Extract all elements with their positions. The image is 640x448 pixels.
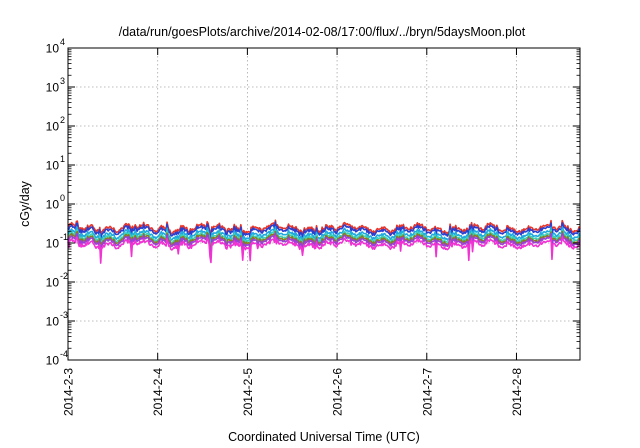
series-line-7: [67, 235, 581, 264]
y-tick-exponent: 1: [60, 154, 65, 164]
y-tick-base: 10: [46, 276, 60, 290]
y-tick-label: 10 2: [46, 115, 65, 134]
x-tick-label: 2014-2-5: [241, 368, 255, 416]
series-line-3: [67, 226, 581, 247]
x-tick-label: 2014-2-4: [151, 368, 165, 416]
y-tick-label: 10 0: [46, 193, 65, 212]
y-tick-exponent: 4: [60, 37, 65, 47]
axis-ticks: [67, 47, 580, 361]
chart-title: /data/run/goesPlots/archive/2014-02-08/1…: [119, 25, 526, 39]
series-group: [67, 219, 581, 264]
y-tick-base: 10: [46, 237, 60, 251]
y-tick-exponent: 0: [60, 193, 65, 203]
series-line-6: [67, 232, 581, 259]
x-axis-label: Coordinated Universal Time (UTC): [228, 430, 420, 444]
y-tick-exponent: -1: [60, 232, 68, 242]
x-tick-label: 2014-2-8: [510, 368, 524, 416]
y-tick-base: 10: [46, 354, 60, 368]
y-tick-label: 10 1: [46, 154, 65, 173]
y-tick-exponent: 2: [60, 115, 65, 125]
y-tick-label: 10 -4: [46, 349, 68, 368]
y-axis-label: cGy/day: [18, 180, 32, 227]
y-tick-label: 10 -3: [46, 310, 68, 329]
x-tick-label: 2014-2-6: [331, 368, 345, 416]
y-tick-base: 10: [46, 159, 60, 173]
y-tick-base: 10: [46, 315, 60, 329]
x-tick-label: 2014-2-3: [62, 368, 76, 416]
y-tick-exponent: 3: [60, 76, 65, 86]
y-tick-exponent: -2: [60, 271, 68, 281]
y-tick-label: 10 -2: [46, 271, 68, 290]
y-tick-base: 10: [46, 198, 60, 212]
y-tick-label: 10 4: [46, 37, 65, 56]
y-tick-label: 10 3: [46, 76, 65, 95]
x-tick-labels: 2014-2-3 2014-2-4 2014-2-5 2014-2-6 2014-2-7…: [62, 368, 524, 416]
y-tick-base: 10: [46, 120, 60, 134]
x-tick-label: 2014-2-7: [420, 368, 434, 416]
y-tick-label: 10 -1: [46, 232, 68, 251]
y-tick-base: 10: [46, 81, 60, 95]
y-tick-base: 10: [46, 42, 60, 56]
grid: [68, 48, 580, 360]
series-line-2: [67, 221, 581, 242]
y-tick-exponent: -4: [60, 349, 68, 359]
y-tick-exponent: -3: [60, 310, 68, 320]
